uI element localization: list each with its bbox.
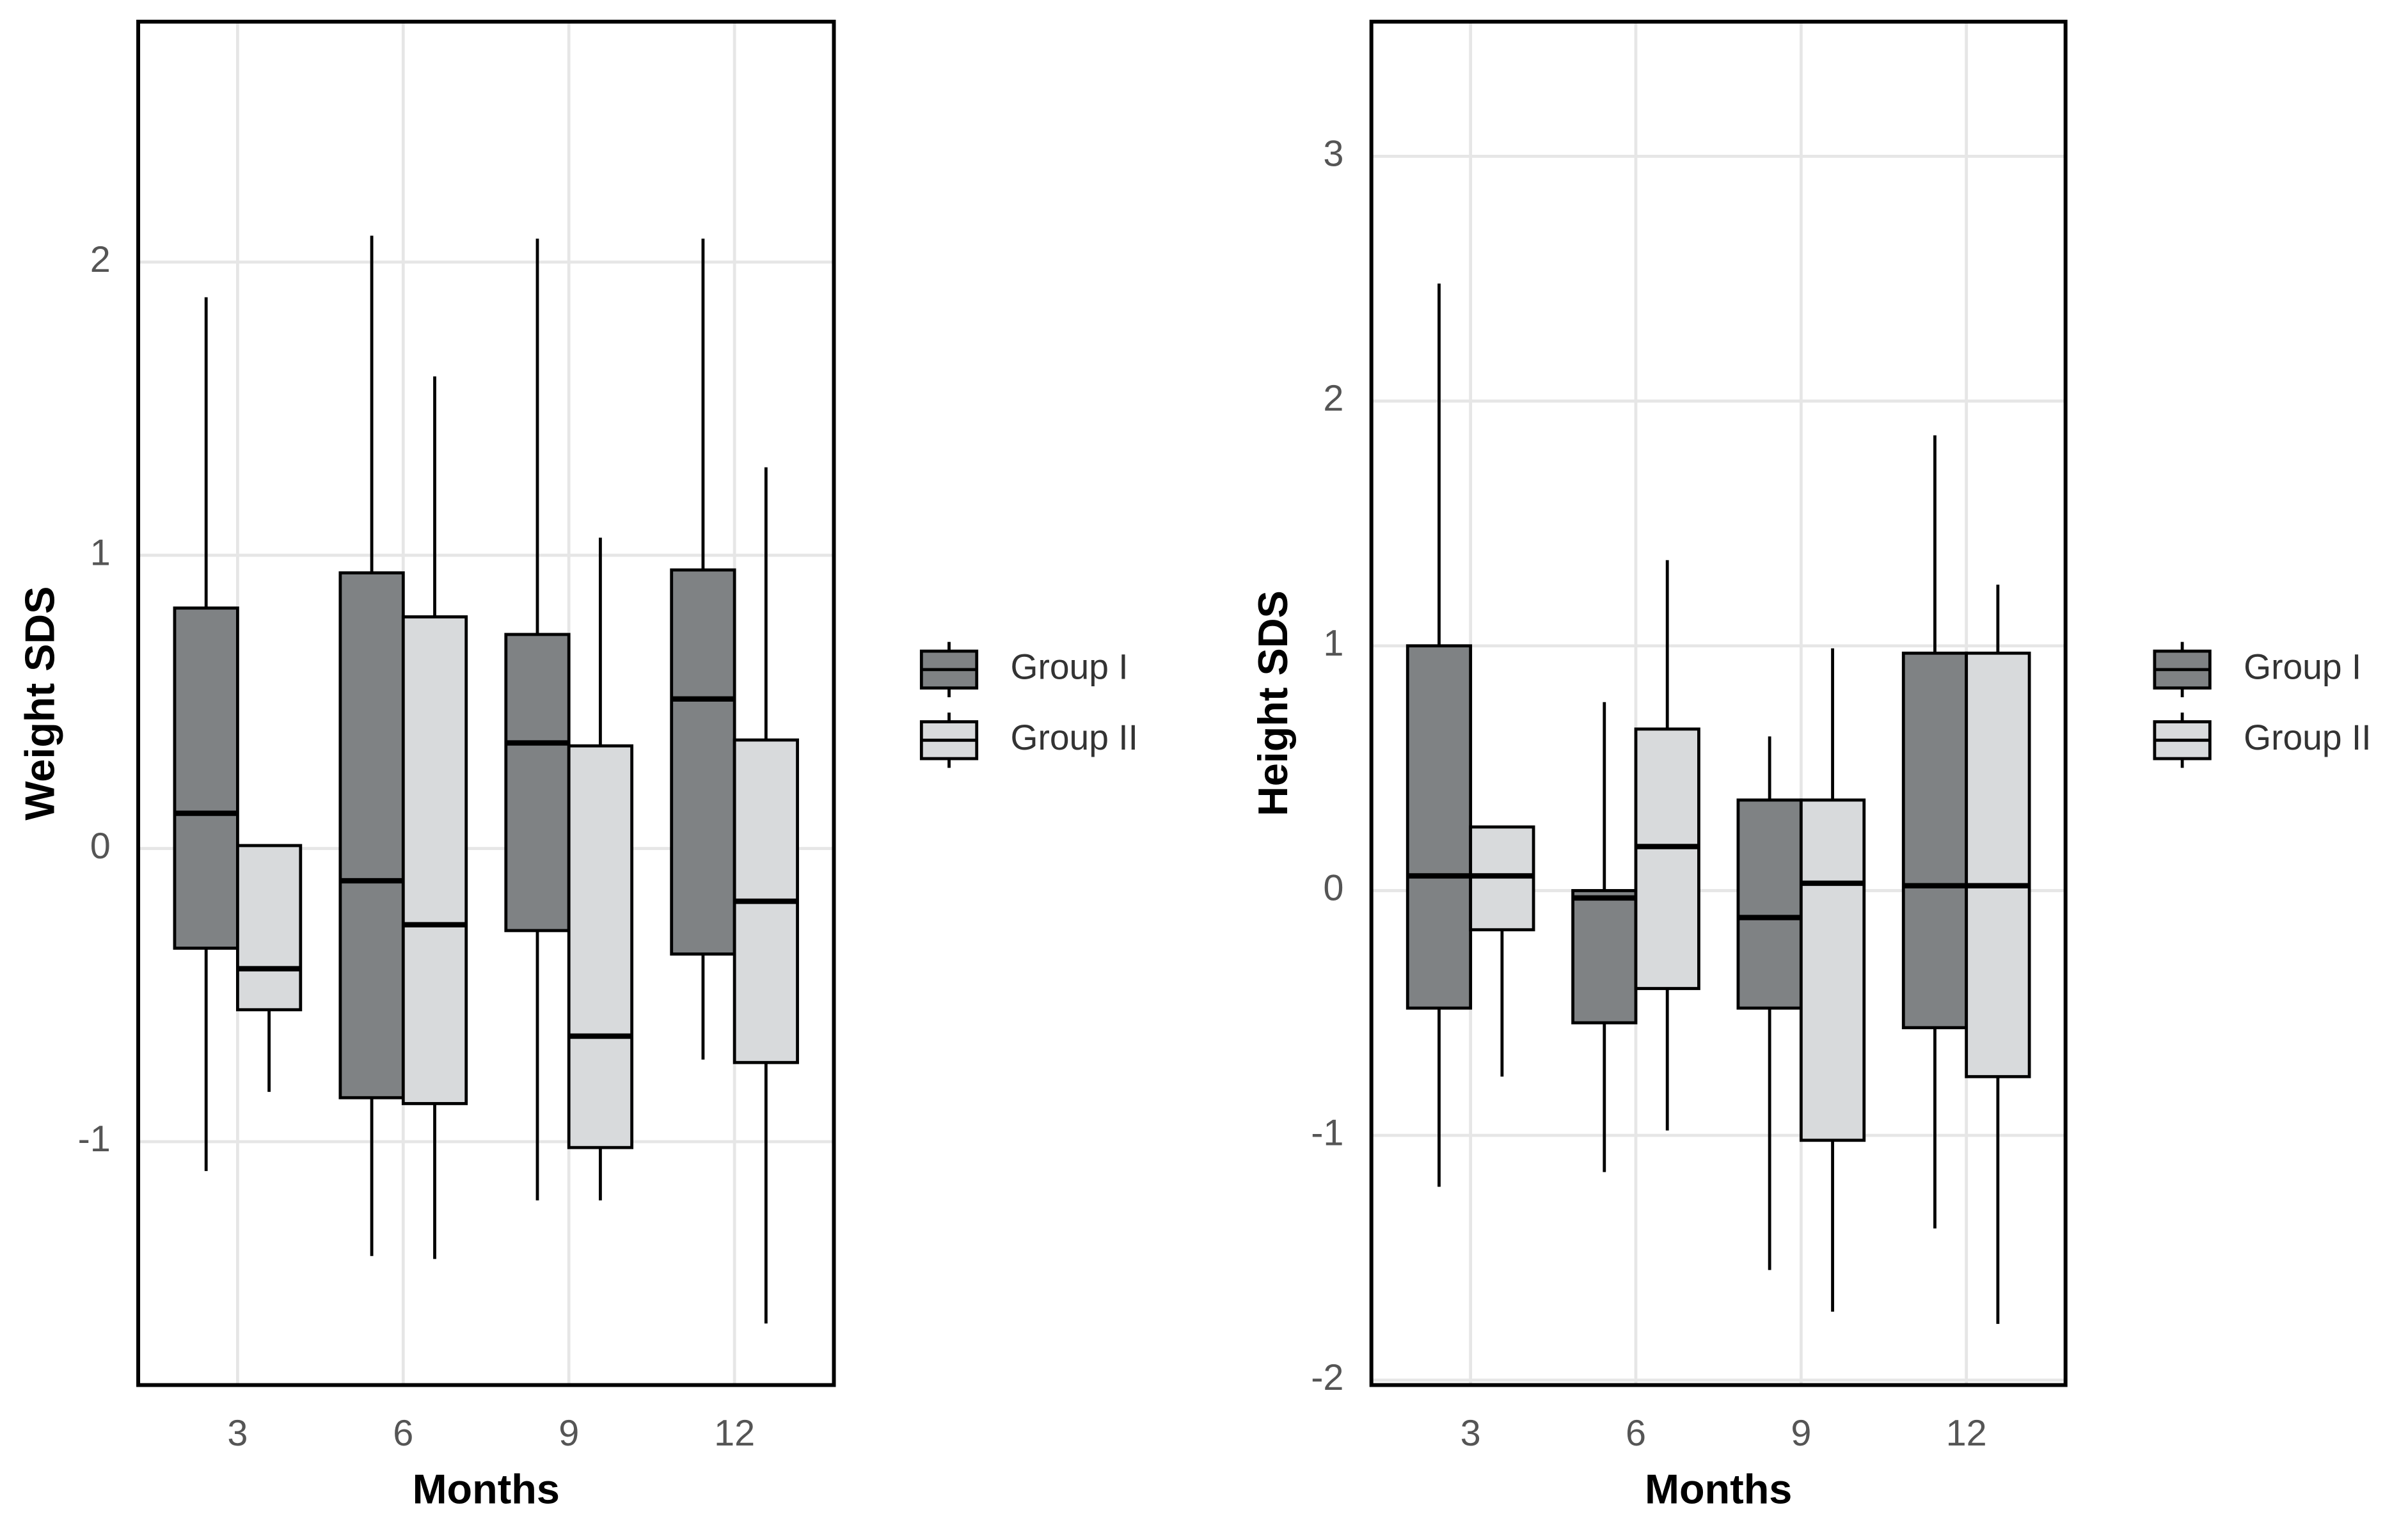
box bbox=[1965, 651, 2031, 1078]
x-tick-label: 12 bbox=[1946, 1413, 1987, 1454]
box bbox=[567, 744, 634, 1149]
y-tick-label: 2 bbox=[1323, 378, 1343, 419]
box bbox=[1799, 798, 1866, 1142]
box bbox=[1634, 727, 1700, 990]
y-tick-label: 0 bbox=[1323, 868, 1343, 909]
x-tick-label: 9 bbox=[558, 1413, 579, 1454]
box bbox=[173, 606, 239, 950]
x-tick-label: 6 bbox=[1626, 1413, 1646, 1454]
y-tick-label: -1 bbox=[1311, 1112, 1343, 1153]
legend-label: Group I bbox=[2244, 647, 2361, 686]
x-tick-label: 6 bbox=[393, 1413, 413, 1454]
box bbox=[1406, 644, 1473, 1010]
x-axis-title: Months bbox=[1645, 1466, 1792, 1513]
box bbox=[670, 568, 736, 956]
y-tick-label: 2 bbox=[90, 239, 111, 280]
legend-label: Group I bbox=[1011, 647, 1129, 686]
x-tick-label: 3 bbox=[227, 1413, 248, 1454]
box bbox=[1736, 798, 1803, 1010]
y-tick-label: 1 bbox=[1323, 623, 1343, 664]
y-tick-label: 0 bbox=[90, 826, 111, 867]
x-axis-title: Months bbox=[413, 1466, 560, 1513]
legend-label: Group II bbox=[2244, 718, 2371, 757]
x-tick-label: 9 bbox=[1791, 1413, 1811, 1454]
y-tick-label: -1 bbox=[78, 1119, 111, 1160]
y-tick-label: 1 bbox=[90, 532, 111, 573]
box bbox=[504, 633, 571, 933]
box bbox=[235, 844, 303, 1012]
y-tick-label: 3 bbox=[1323, 134, 1343, 175]
y-axis-title: Height SDS bbox=[1249, 590, 1296, 816]
x-tick-label: 12 bbox=[714, 1413, 755, 1454]
box bbox=[338, 571, 405, 1099]
plot-border bbox=[1369, 19, 2068, 1387]
x-tick-label: 3 bbox=[1461, 1413, 1481, 1454]
box bbox=[1901, 651, 1968, 1030]
legend-label: Group II bbox=[1011, 718, 1138, 757]
box bbox=[1571, 889, 1638, 1025]
y-tick-label: -2 bbox=[1311, 1357, 1343, 1398]
plot-border bbox=[136, 19, 836, 1387]
y-axis-title: Weight SDS bbox=[16, 587, 63, 821]
box bbox=[401, 615, 468, 1105]
